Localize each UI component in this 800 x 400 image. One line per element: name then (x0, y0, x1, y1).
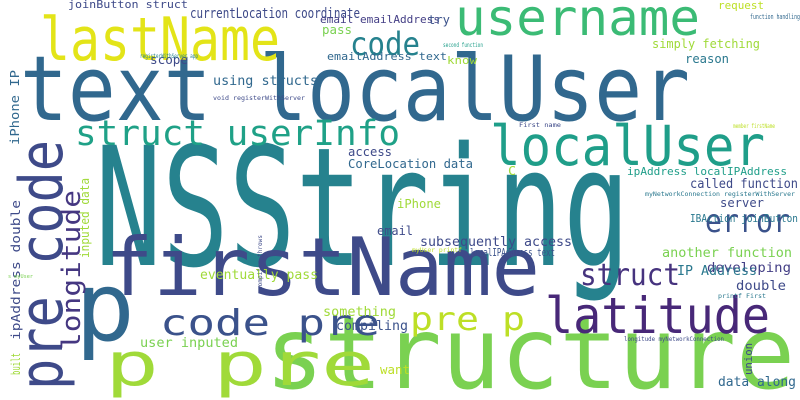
word: something (323, 305, 396, 320)
word: ipAddress localIPAddress (627, 165, 787, 178)
word: code pre (160, 303, 380, 344)
word: joinButton struct (68, 0, 188, 11)
word: IP Address (677, 264, 757, 279)
word: know (447, 54, 477, 67)
word: currentLocation coordinate (190, 6, 360, 22)
word: ipAddress double (9, 200, 23, 340)
word: CoreLocation data (348, 157, 473, 171)
word: compiler throws (257, 235, 264, 290)
word: compiling (336, 319, 408, 334)
word: emailAddress text (327, 50, 447, 63)
word: iPhone (397, 197, 441, 211)
word: want (380, 363, 410, 377)
word: built (9, 353, 23, 375)
word: second function (443, 42, 483, 49)
word: firstName (105, 221, 540, 314)
word: pre code (7, 140, 77, 390)
word: access (348, 145, 392, 159)
word: NSString (95, 112, 630, 304)
word: using structs (213, 74, 318, 89)
word: function handling (750, 13, 800, 21)
word: inputed data (78, 178, 92, 258)
word: code (350, 25, 420, 63)
word: registerWithServer app (140, 53, 198, 60)
word: myNetworkConnection registerWithServer (645, 191, 795, 198)
word: email (377, 224, 413, 238)
word: union (742, 343, 755, 375)
word: data along (718, 375, 796, 390)
word: void registerWithServer (213, 95, 305, 102)
word: localUser (490, 114, 765, 178)
word: try (428, 13, 450, 27)
word: longitude (57, 190, 87, 350)
word: user inputed (140, 336, 238, 351)
word: First name (519, 122, 561, 129)
word: printf First (718, 293, 766, 300)
word: iPhone IP (8, 70, 22, 145)
word: called function (690, 177, 798, 192)
word: scope (150, 53, 188, 67)
word: myUser printf (412, 247, 462, 254)
word: simply fetching (652, 37, 760, 51)
word: p pre (105, 330, 375, 400)
word: subsequently access (420, 235, 572, 250)
word: lastName (40, 5, 280, 75)
word: C (508, 164, 516, 178)
word: pre p (410, 300, 525, 338)
word: localIPAddress text (470, 246, 555, 259)
word: error (705, 202, 790, 240)
word: p (75, 253, 135, 363)
word: IBAction joinButton (690, 212, 798, 225)
word: longitude myNetworkConnection (624, 336, 724, 343)
word: struct userInfo (75, 114, 400, 154)
word: latitude (545, 287, 770, 345)
word: structure (265, 295, 795, 400)
word: text localUser (20, 37, 690, 142)
word: struct (580, 258, 680, 293)
word: double (736, 279, 786, 294)
word: reason (685, 52, 729, 66)
word: email emailAddress (320, 13, 440, 26)
word: server (720, 196, 764, 210)
word: request (718, 0, 764, 12)
word: s myUser (8, 274, 33, 280)
word: username (455, 0, 700, 47)
word: pass (322, 23, 352, 37)
word: member firstName (733, 123, 775, 130)
word: eventually pass (200, 268, 318, 283)
word: developing (707, 261, 791, 276)
word: another function (662, 246, 792, 261)
